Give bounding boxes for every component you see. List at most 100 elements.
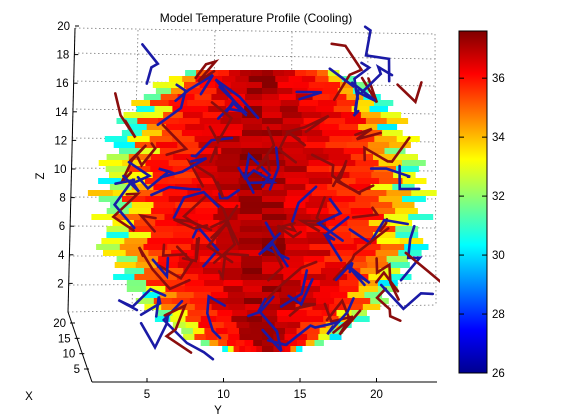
vessel-warm [137,213,157,233]
slice-cell [330,292,348,298]
slice-cell [241,262,263,268]
slice-cell [176,274,199,280]
slice-cell [281,112,303,118]
x-tick-label: 5 [144,389,150,401]
slice-cell [106,232,130,238]
slice-cell [355,160,380,166]
slice-cell [262,154,285,160]
slice-cell [322,88,339,94]
slice-cell [195,166,218,172]
vessel-cool [139,315,169,351]
slice-cell [145,160,170,166]
slice-cell [152,82,169,88]
slice-cell [198,142,221,148]
slice-cell [222,346,229,352]
slice-cell [135,298,155,304]
vessel-cool [237,166,278,185]
slice-cell [150,226,174,232]
slice-cell [245,94,263,100]
slice-cell [399,238,424,244]
slice-cell [235,76,250,82]
slice-cell [219,262,242,268]
slice-cell [302,130,323,136]
slice-cell [329,94,347,100]
slice-cell [215,178,240,184]
slice-cell [267,346,274,352]
slice-cell [202,310,218,316]
slice-cell [283,202,306,208]
slice-cell [297,106,317,112]
slice-cell [339,280,360,286]
slice-cell [223,280,244,286]
slice-cell [177,94,196,100]
vessel-warm [375,257,400,301]
slice-cell [109,172,132,178]
vessel-warm [277,130,301,164]
vessel-warm [354,127,383,141]
slice-cell [126,280,147,286]
slice-cell [185,70,197,76]
slice-cell [329,166,352,172]
vessel-cool [117,287,167,312]
slice-cell [351,106,371,112]
vessel-cool [287,277,314,307]
slice-cell [306,232,330,238]
slice-cell [219,274,242,280]
slice-cell [332,196,356,202]
z-tick-label: 8 [59,193,65,205]
slice-cell [185,322,199,328]
slice-cell [161,304,179,310]
slice-cell [125,250,149,256]
slice-cell [284,226,307,232]
slice-cell [145,196,170,202]
slice-cell [345,118,367,124]
slice-cell [318,334,331,340]
slice-cell [172,322,187,328]
slice-cell [242,280,263,286]
slice-cell [351,136,375,142]
slice-cell [306,208,330,214]
slice-cell [218,172,241,178]
slice-cell [225,298,245,304]
slice-cell [319,328,332,334]
x-tick-label: 20 [370,389,383,401]
slice-cell [332,160,356,166]
z-tick-label: 2 [57,278,63,290]
slice-cell [286,214,312,220]
slice-cell [262,262,284,268]
slice-cell [262,166,285,172]
slice-cell [184,286,205,292]
slice-cell [316,298,335,304]
slice-cell [211,304,229,310]
colorbar-ticks: 26 28 30 32 34 36 [459,73,505,380]
slice-cell [262,94,280,100]
slice-cell [189,298,209,304]
slice-cell [106,226,130,232]
slice-cell [361,190,387,196]
slice-cell [240,70,252,76]
slice-cell [368,220,391,226]
slice-cell [190,106,209,112]
slice-cell [283,172,307,178]
slice-cell [300,124,321,130]
slice-cell [240,202,263,208]
slice-cell [350,154,374,160]
slice-cell [130,172,154,178]
slice-cell [98,160,123,166]
slice-cell [253,340,263,346]
z-axis-ticks: 2 4 6 8 10 12 14 16 18 20 [54,21,79,290]
vessel-cool [266,320,340,347]
slice-cell [262,196,286,202]
slice-cell [262,310,278,316]
slice-cell [262,82,279,88]
slice-cell [222,130,243,136]
vessel-cool [328,67,377,102]
slice-cell [314,340,324,346]
slice-cell [215,160,240,166]
slice-cell [346,262,368,268]
slice-cell [341,112,362,118]
slice-cell [395,232,419,238]
vessel-cool [141,43,160,85]
slice-cell [181,130,203,136]
slice-cell [373,232,396,238]
